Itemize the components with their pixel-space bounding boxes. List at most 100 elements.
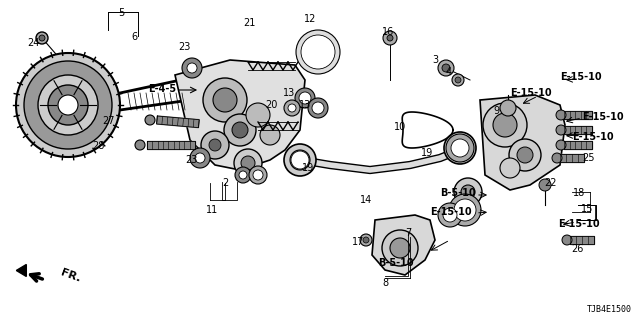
Text: 4: 4	[446, 67, 452, 77]
Text: 15: 15	[581, 204, 593, 214]
Circle shape	[291, 151, 309, 169]
Polygon shape	[147, 141, 195, 149]
Circle shape	[308, 98, 328, 118]
Circle shape	[500, 100, 516, 116]
Circle shape	[438, 203, 462, 227]
Text: 21: 21	[243, 18, 255, 28]
Circle shape	[24, 61, 112, 149]
Circle shape	[135, 140, 145, 150]
Polygon shape	[175, 60, 305, 170]
Circle shape	[446, 134, 474, 162]
Circle shape	[552, 153, 562, 163]
Text: 11: 11	[206, 205, 218, 215]
Text: 23: 23	[185, 155, 197, 165]
Circle shape	[246, 103, 270, 127]
Circle shape	[201, 131, 229, 159]
Circle shape	[187, 63, 197, 73]
Circle shape	[454, 178, 482, 206]
Circle shape	[36, 32, 48, 44]
Circle shape	[383, 31, 397, 45]
Circle shape	[493, 113, 517, 137]
Circle shape	[234, 149, 262, 177]
Circle shape	[312, 102, 324, 114]
Text: 19: 19	[302, 163, 314, 173]
Polygon shape	[560, 154, 584, 162]
Circle shape	[517, 147, 533, 163]
Circle shape	[295, 88, 315, 108]
Text: 24: 24	[27, 38, 40, 48]
Text: 20: 20	[265, 100, 277, 110]
Circle shape	[145, 115, 155, 125]
Circle shape	[290, 150, 310, 170]
Circle shape	[382, 230, 418, 266]
Circle shape	[260, 125, 280, 145]
Text: 10: 10	[394, 122, 406, 132]
Circle shape	[284, 100, 300, 116]
Text: 25: 25	[582, 153, 595, 163]
Circle shape	[556, 110, 566, 120]
Circle shape	[454, 199, 476, 221]
Circle shape	[48, 85, 88, 125]
Circle shape	[483, 103, 527, 147]
Polygon shape	[564, 111, 592, 119]
Circle shape	[455, 77, 461, 83]
Text: E-15-10: E-15-10	[558, 219, 600, 229]
Text: 3: 3	[432, 55, 438, 65]
Circle shape	[451, 139, 469, 157]
Circle shape	[239, 171, 247, 179]
Circle shape	[224, 114, 256, 146]
Polygon shape	[570, 236, 594, 244]
Circle shape	[38, 75, 98, 135]
Circle shape	[213, 88, 237, 112]
Polygon shape	[157, 116, 199, 128]
Text: 27: 27	[102, 116, 115, 126]
Text: E-15-10: E-15-10	[430, 207, 472, 217]
Circle shape	[443, 208, 457, 222]
Circle shape	[562, 235, 572, 245]
Text: 8: 8	[382, 278, 388, 288]
Text: TJB4E1500: TJB4E1500	[587, 305, 632, 314]
Text: E-4-5: E-4-5	[148, 84, 176, 94]
Circle shape	[253, 170, 263, 180]
Circle shape	[235, 167, 251, 183]
Text: 23: 23	[178, 42, 190, 52]
Circle shape	[249, 166, 267, 184]
Circle shape	[444, 132, 476, 164]
Text: B-5-10: B-5-10	[440, 188, 476, 198]
Circle shape	[442, 64, 450, 72]
Text: 22: 22	[544, 178, 557, 188]
Circle shape	[461, 185, 475, 199]
Polygon shape	[480, 95, 565, 190]
Text: 19: 19	[421, 148, 433, 158]
Text: 14: 14	[360, 195, 372, 205]
Circle shape	[288, 104, 296, 112]
Circle shape	[296, 30, 340, 74]
Text: E-15-10: E-15-10	[560, 72, 602, 82]
Circle shape	[58, 95, 78, 115]
Circle shape	[452, 74, 464, 86]
Circle shape	[203, 78, 247, 122]
Text: 5: 5	[118, 8, 124, 18]
Circle shape	[16, 53, 120, 157]
Text: 18: 18	[573, 188, 585, 198]
Text: 16: 16	[382, 27, 394, 37]
Circle shape	[390, 238, 410, 258]
Circle shape	[539, 179, 551, 191]
Circle shape	[556, 140, 566, 150]
Text: 6: 6	[131, 32, 137, 42]
Circle shape	[301, 35, 335, 69]
Circle shape	[241, 156, 255, 170]
Text: E-15-10: E-15-10	[582, 112, 623, 122]
Text: 2: 2	[222, 178, 228, 188]
Text: 9: 9	[493, 106, 499, 116]
Circle shape	[190, 148, 210, 168]
Circle shape	[195, 153, 205, 163]
Text: FR.: FR.	[59, 268, 82, 284]
Circle shape	[232, 122, 248, 138]
Text: 28: 28	[92, 141, 104, 151]
Polygon shape	[564, 126, 592, 134]
Text: 12: 12	[304, 14, 316, 24]
Text: 13: 13	[299, 100, 311, 110]
Text: E-15-10: E-15-10	[572, 132, 614, 142]
Circle shape	[450, 138, 470, 158]
